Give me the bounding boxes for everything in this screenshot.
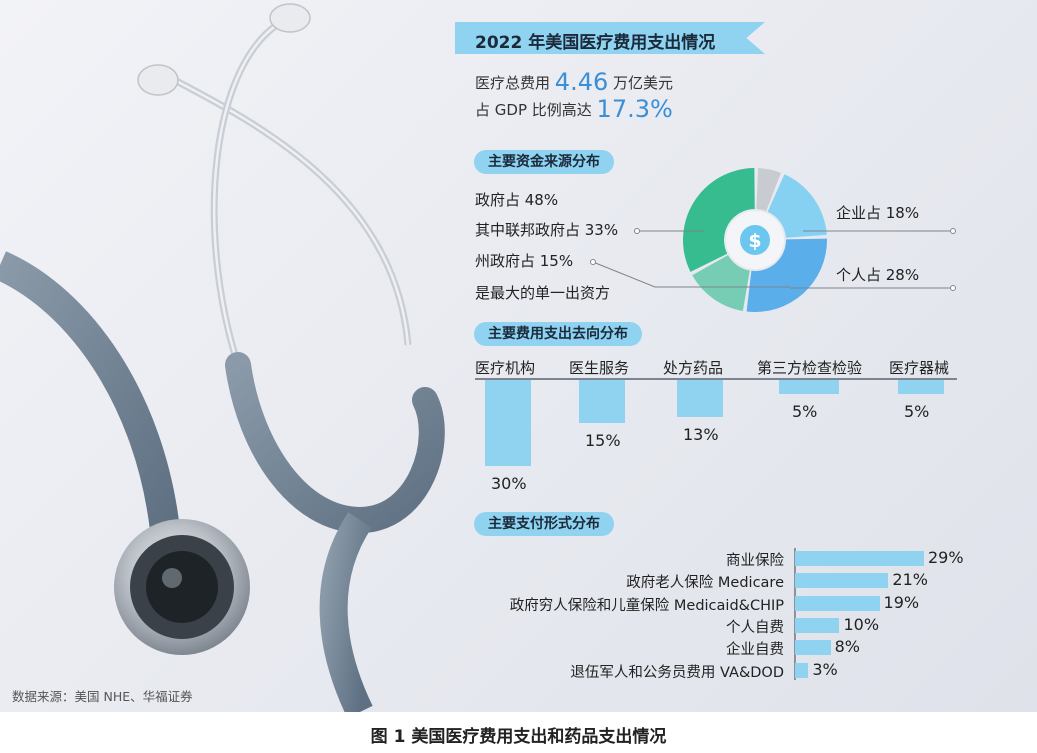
gdp-share-stat: 占 GDP 比例高达 17.3%: [475, 95, 673, 123]
payment-axis-line: [794, 548, 796, 680]
spending-heading: 主要费用支出去向分布: [474, 322, 642, 346]
payment-value-label: 8%: [834, 637, 860, 657]
dollar-sign-glyph: $: [748, 230, 761, 252]
donut-slice-federal: [683, 168, 755, 272]
payment-bar: [795, 595, 880, 611]
total-suffix: 万亿美元: [613, 74, 674, 92]
gdp-value: 17.3%: [596, 95, 673, 123]
state-leader-line: [592, 261, 790, 288]
gdp-prefix: 占 GDP 比例高达: [475, 101, 592, 119]
spending-bar: [579, 380, 625, 423]
payment-category-label: 商业保险: [726, 553, 784, 569]
stethoscope-illustration: [0, 3, 445, 712]
spending-value-label: 5%: [904, 402, 930, 422]
spending-category-label: 第三方检查检验: [757, 359, 863, 377]
spending-axis-line: [475, 378, 957, 380]
payment-category-label: 政府穷人保险和儿童保险 Medicaid&CHIP: [509, 597, 784, 614]
spending-category-label: 医疗器械: [889, 359, 950, 377]
donut-center: [726, 211, 784, 269]
donut-slice-enterprise: [767, 174, 827, 238]
payment-category-label: 退伍军人和公务员费用 VA&DOD: [570, 664, 784, 681]
donut-slice-state: [692, 255, 750, 311]
payment-bar: [795, 573, 889, 589]
total-spending-stat: 医疗总费用 4.46 万亿美元: [475, 68, 673, 96]
title-banner: 2022 年美国医疗费用支出情况: [455, 22, 765, 54]
total-prefix: 医疗总费用: [475, 74, 551, 92]
donut-slice-other: [756, 168, 781, 212]
spending-value-label: 13%: [683, 425, 719, 445]
spending-value-label: 5%: [792, 402, 818, 422]
spending-bar: [677, 380, 723, 418]
data-source: 数据来源：美国 NHE、华福证券: [12, 689, 193, 704]
donut-slice-individual: [746, 238, 828, 313]
payment-value-label: 19%: [883, 592, 920, 612]
payment-value-label: 29%: [928, 548, 964, 567]
spending-category-label: 处方药品: [663, 359, 724, 377]
dollar-coin-icon: [740, 225, 770, 255]
largest-payer-note: 是最大的单一出资方: [475, 284, 611, 302]
page-title: 2022 年美国医疗费用支出情况: [475, 33, 716, 53]
payment-category-label: 企业自费: [726, 642, 784, 659]
federal-leader-dot: [634, 228, 640, 234]
payment-category-label: 政府老人保险 Medicare: [626, 575, 784, 592]
enterprise-share-label: 企业占 18%: [836, 204, 920, 222]
payment-bar: [795, 617, 840, 633]
payment-value-label: 21%: [892, 570, 928, 590]
enterprise-leader-dot: [950, 228, 956, 234]
spending-category-label: 医生服务: [569, 359, 630, 377]
payment-category-label: 个人自费: [726, 619, 784, 636]
funding-heading: 主要资金来源分布: [474, 150, 614, 174]
payment-bar: [795, 551, 924, 566]
payment-value-label: 3%: [812, 659, 838, 679]
spending-category-label: 医疗机构: [475, 359, 536, 377]
figure-caption-bar: 图 1 美国医疗费用支出和药品支出情况: [0, 712, 1037, 753]
spending-bar: [779, 380, 839, 395]
payment-bar: [795, 640, 831, 656]
infographic-panel: 数据来源：美国 NHE、华福证券 2022 年美国医疗费用支出情况 医疗总费用 …: [0, 0, 1037, 712]
total-value: 4.46: [554, 68, 609, 96]
federal-share-label: 其中联邦政府占 33%: [475, 221, 619, 239]
figure-caption: 图 1 美国医疗费用支出和药品支出情况: [370, 727, 667, 747]
payment-bar: [795, 662, 809, 678]
state-share-label: 州政府占 15%: [475, 252, 574, 270]
gov-share-label: 政府占 48%: [475, 191, 559, 209]
spending-bar: [898, 380, 944, 395]
individual-share-label: 个人占 28%: [836, 266, 920, 284]
individual-leader-dot: [950, 285, 956, 291]
spending-value-label: 30%: [491, 474, 527, 493]
spending-value-label: 15%: [585, 431, 621, 450]
payment-heading: 主要支付形式分布: [474, 512, 614, 536]
spending-bar: [485, 380, 531, 466]
state-leader-dot: [590, 259, 596, 265]
payment-value-label: 10%: [843, 614, 880, 634]
